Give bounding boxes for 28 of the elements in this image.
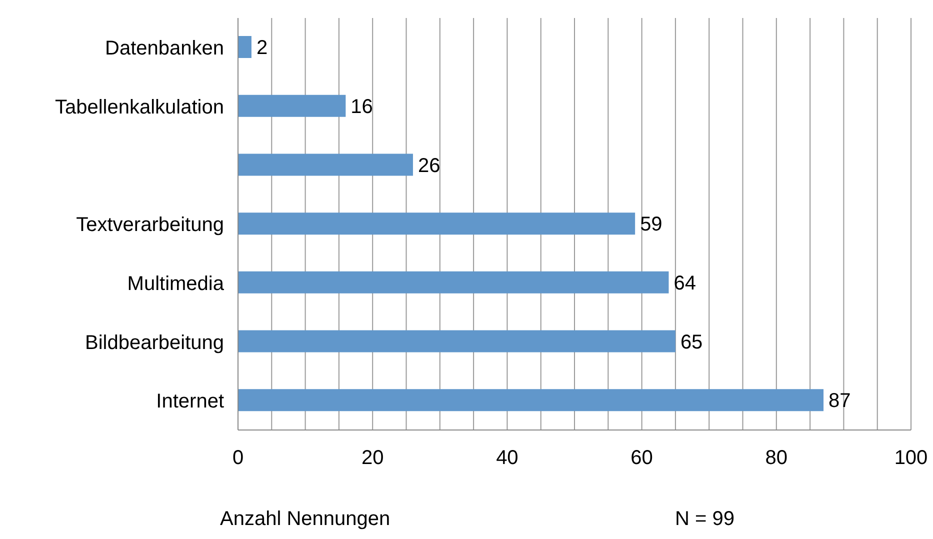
y-tick-label: Datenbanken — [105, 38, 224, 60]
data-label: 87 — [828, 390, 851, 412]
y-tick-label: Tabellenkalkulation — [54, 96, 224, 118]
bar — [238, 389, 824, 412]
y-tick-label: Textverarbeitung — [76, 214, 224, 236]
text: N = 99 — [675, 508, 734, 531]
x-tick-label: 40 — [496, 447, 518, 470]
bar — [238, 154, 413, 176]
x-tick-label: 100 — [894, 447, 928, 470]
bar — [238, 330, 676, 352]
data-label: 64 — [674, 272, 696, 295]
y-tick-label: Multimedia — [127, 272, 225, 295]
y-tick-label: Internet — [156, 390, 224, 413]
data-label: 26 — [418, 154, 440, 177]
x-tick-label: 20 — [361, 447, 384, 470]
x-tick-label: 0 — [232, 447, 244, 470]
y-tick-label: Bildbearbeitung — [85, 332, 224, 354]
data-label: 59 — [640, 214, 662, 236]
data-label: 2 — [256, 37, 268, 60]
x-tick-label: 60 — [630, 447, 653, 470]
bar — [238, 94, 346, 117]
data-label: 16 — [350, 96, 373, 118]
x-tick-label: 80 — [765, 447, 788, 470]
x-axis-title: Anzahl Nennungen — [220, 508, 390, 531]
data-label: 65 — [680, 331, 703, 354]
bar — [238, 36, 252, 58]
bar — [238, 212, 636, 235]
bar — [238, 271, 669, 294]
